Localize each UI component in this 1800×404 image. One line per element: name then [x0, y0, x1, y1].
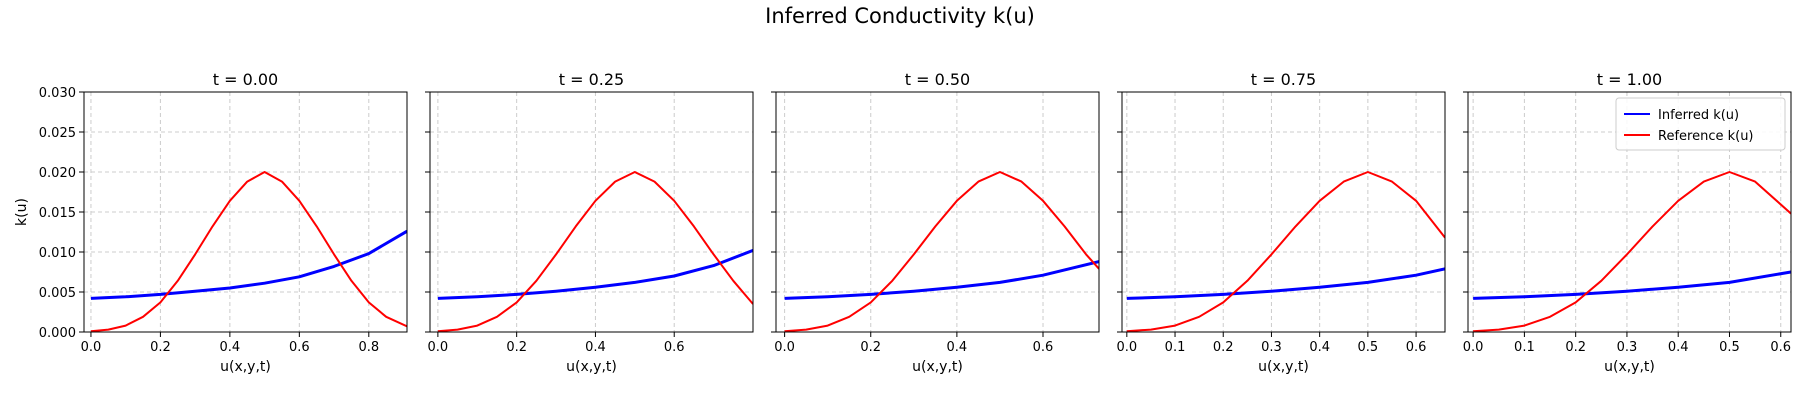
y-tick-label: 0.010 — [39, 246, 76, 261]
subplot-title: t = 0.00 — [213, 70, 278, 89]
y-tick-label: 0.030 — [39, 86, 76, 101]
reference-series-line — [1126, 171, 1445, 332]
x-axis-label: u(x,y,t) — [1604, 359, 1655, 375]
x-tick-label: 0.6 — [289, 340, 310, 355]
x-tick-label: 0.0 — [428, 340, 449, 355]
x-tick-label: 0.8 — [358, 340, 379, 355]
x-tick-label: 0.5 — [1719, 340, 1740, 355]
x-tick-label: 0.3 — [1261, 340, 1282, 355]
x-tick-label: 0.1 — [1165, 340, 1186, 355]
y-tick-label: 0.020 — [39, 166, 76, 181]
legend-entry-label: Inferred k(u) — [1658, 108, 1739, 123]
subplot-1: 0.0 0.2 0.4 0.6 0.8 0.000 0.005 0.010 0.015 0.020… — [14, 70, 408, 375]
inferred-series-line — [437, 249, 753, 300]
legend: Inferred k(u) Reference k(u) — [1615, 97, 1786, 151]
y-axis-label: k(u) — [14, 198, 30, 226]
x-tick-label: 0.4 — [1309, 340, 1330, 355]
subplot-title: t = 0.25 — [559, 70, 624, 89]
subplot-2: 0.0 0.2 0.4 0.6 t = 0.25 u(x,y,t) — [425, 70, 754, 375]
x-axis-label: u(x,y,t) — [220, 359, 271, 375]
x-tick-label: 0.6 — [1770, 340, 1791, 355]
x-tick-label: 0.2 — [1565, 340, 1586, 355]
x-tick-label: 0.6 — [1406, 340, 1427, 355]
x-tick-label: 0.1 — [1514, 340, 1535, 355]
x-tick-label: 0.3 — [1617, 340, 1638, 355]
inferred-series-line — [90, 229, 407, 300]
x-axis-label: u(x,y,t) — [566, 359, 617, 375]
y-tick-label: 0.005 — [39, 286, 76, 301]
x-tick-label: 0.2 — [506, 340, 527, 355]
reference-series-line — [90, 171, 407, 332]
y-tick-label: 0.000 — [39, 326, 76, 341]
x-tick-label: 0.4 — [1668, 340, 1689, 355]
reference-series-line — [437, 171, 753, 332]
subplot-title: t = 0.75 — [1251, 70, 1316, 89]
subplot-title: t = 0.50 — [905, 70, 970, 89]
x-tick-label: 0.4 — [585, 340, 606, 355]
reference-series-line — [784, 171, 1099, 332]
x-tick-label: 0.4 — [220, 340, 241, 355]
subplot-5: 0.0 0.1 0.2 0.3 0.4 0.5 0.6 t = 1.00 u(x,y,t) Inf… — [1463, 70, 1792, 375]
inferred-series-line — [784, 260, 1099, 300]
x-tick-label: 0.5 — [1358, 340, 1379, 355]
x-tick-label: 0.0 — [1116, 340, 1137, 355]
subplot-4: 0.0 0.1 0.2 0.3 0.4 0.5 0.6 t = 0.75 u(x,y,t) — [1116, 70, 1446, 375]
inferred-series-line — [1473, 270, 1791, 300]
y-tick-label: 0.025 — [39, 126, 76, 141]
x-tick-label: 0.6 — [664, 340, 685, 355]
legend-box — [1615, 97, 1786, 151]
x-tick-label: 0.0 — [1463, 340, 1484, 355]
y-tick-label: 0.015 — [39, 206, 76, 221]
x-tick-label: 0.2 — [1213, 340, 1234, 355]
subplot-title: t = 1.00 — [1597, 70, 1662, 89]
x-tick-label: 0.6 — [1033, 340, 1054, 355]
x-axis-label: u(x,y,t) — [1258, 359, 1309, 375]
x-tick-label: 0.0 — [81, 340, 102, 355]
x-axis-label: u(x,y,t) — [912, 359, 963, 375]
x-tick-label: 0.2 — [150, 340, 171, 355]
x-tick-label: 0.0 — [774, 340, 795, 355]
reference-series-line — [1473, 171, 1791, 332]
subplot-3: 0.0 0.2 0.4 0.6 t = 0.50 u(x,y,t) — [771, 70, 1100, 375]
inferred-series-line — [1126, 267, 1445, 300]
x-tick-label: 0.2 — [860, 340, 881, 355]
legend-entry-label: Reference k(u) — [1658, 129, 1754, 144]
figure-title: Inferred Conductivity k(u) — [765, 4, 1035, 28]
x-tick-label: 0.4 — [947, 340, 968, 355]
